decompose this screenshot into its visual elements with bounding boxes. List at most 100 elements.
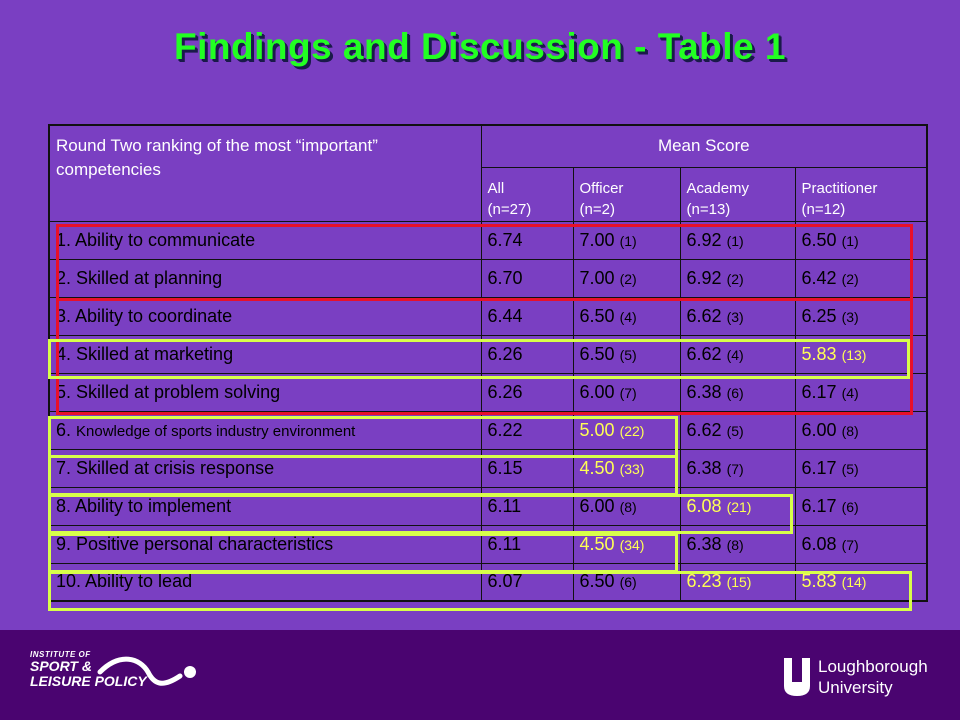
officer-score-value: 6.50 xyxy=(579,571,615,592)
practitioner-score: 6.17 (4) xyxy=(794,372,928,412)
academy-score-rank: (2) xyxy=(726,270,744,287)
issp-logo: INSTITUTE OF SPORT & LEISURE POLICY xyxy=(30,650,230,702)
loughborough-logo-line2: University xyxy=(818,678,893,697)
academy-score: 6.08 (21) xyxy=(679,486,796,526)
competency-number: 6. xyxy=(56,419,72,440)
officer-score-rank: (1) xyxy=(619,232,637,249)
officer-score-rank: (34) xyxy=(619,536,645,553)
officer-score: 5.00 (22) xyxy=(572,410,681,450)
officer-score-rank: (22) xyxy=(619,422,645,439)
officer-score-value: 6.50 xyxy=(579,305,615,326)
competency-label: 7. Skilled at crisis response xyxy=(48,448,482,488)
practitioner-score-rank: (5) xyxy=(841,460,859,477)
slide: Findings and Discussion - Table 1 Round … xyxy=(48,26,929,611)
practitioner-score: 6.08 (7) xyxy=(794,524,928,564)
all-score: 6.70 xyxy=(480,258,574,298)
officer-score: 7.00 (2) xyxy=(572,258,681,298)
all-score: 6.26 xyxy=(480,372,574,412)
officer-score-value: 6.50 xyxy=(579,343,615,364)
academy-score-value: 6.92 xyxy=(686,267,722,288)
practitioner-score-value: 6.17 xyxy=(801,457,837,478)
academy-score-rank: (8) xyxy=(726,536,744,553)
all-score: 6.07 xyxy=(480,562,574,602)
practitioner-score-value: 6.50 xyxy=(801,229,837,250)
academy-score: 6.62 (3) xyxy=(679,296,796,336)
practitioner-score-rank: (2) xyxy=(841,270,859,287)
competency-label: 5. Skilled at problem solving xyxy=(48,372,482,412)
academy-score-value: 6.62 xyxy=(686,419,722,440)
academy-score-value: 6.08 xyxy=(686,495,722,516)
officer-score: 6.00 (7) xyxy=(572,372,681,412)
officer-score-rank: (5) xyxy=(619,346,637,363)
academy-score: 6.62 (5) xyxy=(679,410,796,450)
academy-score-rank: (3) xyxy=(726,308,744,325)
all-score: 6.26 xyxy=(480,334,574,374)
competencies-table: Round Two ranking of the most “important… xyxy=(48,124,929,602)
officer-score-rank: (33) xyxy=(619,460,645,477)
loughborough-logo-line1: Loughborough xyxy=(818,657,928,676)
table-row: 7. Skilled at crisis response 6.15 4.50 (3… xyxy=(48,448,928,488)
academy-score: 6.38 (7) xyxy=(679,448,796,488)
header-practitioner: Practitioner (n=12) xyxy=(794,166,928,222)
practitioner-score-value: 5.83 xyxy=(801,343,837,364)
competency-label: 6. Knowledge of sports industry environm… xyxy=(48,410,482,450)
practitioner-score: 5.83 (13) xyxy=(794,334,928,374)
all-score: 6.44 xyxy=(480,296,574,336)
practitioner-score-rank: (8) xyxy=(841,422,859,439)
competency-text: Knowledge of sports industry environment xyxy=(76,422,356,440)
competency-label: 4. Skilled at marketing xyxy=(48,334,482,374)
table-row: 3. Ability to coordinate 6.44 6.50 (4) 6.62… xyxy=(48,296,928,336)
officer-score-value: 4.50 xyxy=(579,457,615,478)
issp-logo-line3: LEISURE POLICY xyxy=(30,673,147,689)
officer-score: 6.00 (8) xyxy=(572,486,681,526)
practitioner-score-value: 6.17 xyxy=(801,381,837,402)
competency-label: 8. Ability to implement xyxy=(48,486,482,526)
practitioner-score-value: 5.83 xyxy=(801,571,837,592)
practitioner-score-rank: (7) xyxy=(841,536,859,553)
header-officer: Officer (n=2) xyxy=(572,166,681,222)
table-row: 2. Skilled at planning 6.70 7.00 (2) 6.92 (… xyxy=(48,258,928,298)
officer-score: 4.50 (33) xyxy=(572,448,681,488)
table-container: Round Two ranking of the most “important… xyxy=(48,124,929,602)
officer-score-rank: (7) xyxy=(619,384,637,401)
academy-score-value: 6.38 xyxy=(686,457,722,478)
competency-label: 10. Ability to lead xyxy=(48,562,482,602)
all-score: 6.74 xyxy=(480,220,574,260)
practitioner-score-rank: (4) xyxy=(841,384,859,401)
officer-score-rank: (2) xyxy=(619,270,637,287)
practitioner-score-rank: (6) xyxy=(841,498,859,515)
issp-logo-line2: SPORT & xyxy=(30,658,92,674)
academy-score: 6.38 (6) xyxy=(679,372,796,412)
academy-score: 6.38 (8) xyxy=(679,524,796,564)
footer: INSTITUTE OF SPORT & LEISURE POLICY Loug… xyxy=(0,630,960,720)
table-row: 5. Skilled at problem solving 6.26 6.00 (7… xyxy=(48,372,928,412)
practitioner-score-rank: (1) xyxy=(841,232,859,249)
academy-score-value: 6.62 xyxy=(686,343,722,364)
table-row: 1. Ability to communicate 6.74 7.00 (1) 6.9… xyxy=(48,220,928,260)
loughborough-shield-icon xyxy=(784,658,810,696)
academy-score: 6.92 (1) xyxy=(679,220,796,260)
officer-score-rank: (4) xyxy=(619,308,637,325)
officer-score-value: 7.00 xyxy=(579,229,615,250)
competency-label: 3. Ability to coordinate xyxy=(48,296,482,336)
officer-score-value: 6.00 xyxy=(579,495,615,516)
table-row: 6. Knowledge of sports industry environm… xyxy=(48,410,928,450)
officer-score: 7.00 (1) xyxy=(572,220,681,260)
practitioner-score: 6.25 (3) xyxy=(794,296,928,336)
officer-score: 6.50 (4) xyxy=(572,296,681,336)
competency-label: 2. Skilled at planning xyxy=(48,258,482,298)
header-mean-score: Mean Score xyxy=(480,124,928,168)
academy-score: 6.92 (2) xyxy=(679,258,796,298)
practitioner-score-rank: (13) xyxy=(841,346,867,363)
academy-score-value: 6.38 xyxy=(686,381,722,402)
academy-score: 6.62 (4) xyxy=(679,334,796,374)
practitioner-score-value: 6.42 xyxy=(801,267,837,288)
officer-score-rank: (6) xyxy=(619,574,637,591)
table-row: 10. Ability to lead 6.07 6.50 (6) 6.23 (15)… xyxy=(48,562,928,602)
officer-score: 4.50 (34) xyxy=(572,524,681,564)
officer-score-value: 4.50 xyxy=(579,533,615,554)
table-row: 4. Skilled at marketing 6.26 6.50 (5) 6.62 … xyxy=(48,334,928,374)
practitioner-score-value: 6.25 xyxy=(801,305,837,326)
officer-score-value: 6.00 xyxy=(579,381,615,402)
loughborough-logo: Loughborough University xyxy=(782,654,952,704)
